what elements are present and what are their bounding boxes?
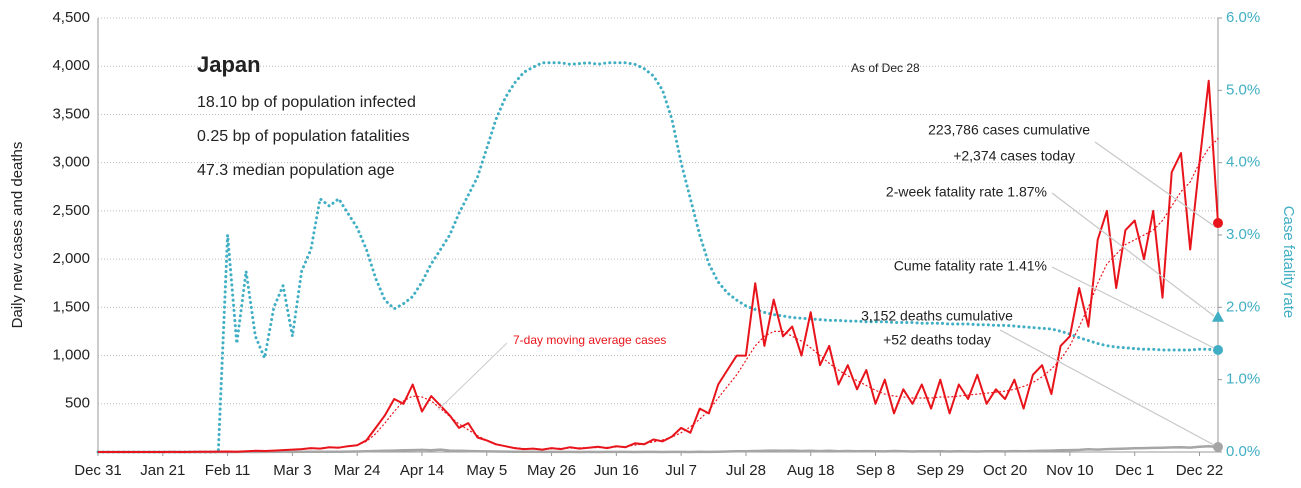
- callout-line: [999, 329, 1215, 446]
- x-tick-label: May 26: [527, 462, 576, 479]
- series-line: [96, 61, 1220, 454]
- x-tick-label: Jul 28: [726, 462, 766, 479]
- y2-axis-label: Case fatality rate: [1280, 206, 1297, 319]
- y2-tick-label: 5.0%: [1226, 81, 1260, 98]
- y-tick-label: 2,500: [52, 202, 90, 219]
- plot: 500 1,000 1,500 2,000 2,500 3,000 3,500 4,000 4,…: [52, 9, 1260, 479]
- series-line: [98, 444, 1219, 454]
- x-tick-label: Aug 18: [787, 462, 835, 479]
- x-tick-label: Jul 7: [665, 462, 697, 479]
- end-marker: [1213, 218, 1223, 229]
- end-marker: [1213, 441, 1223, 452]
- avg-label: 7-day moving average cases: [513, 333, 666, 347]
- y2-tick-label: 2.0%: [1226, 298, 1260, 315]
- x-tick-label: Nov 10: [1046, 462, 1094, 479]
- x-tick-label: Feb 11: [205, 462, 251, 479]
- y-axis-label: Daily new cases and deaths: [9, 142, 26, 329]
- x-tick-label: May 5: [466, 462, 507, 479]
- series-line: [98, 79, 1219, 453]
- leader-line: [437, 342, 508, 411]
- y-tick-label: 3,000: [52, 154, 90, 171]
- x-tick-label: Sep 8: [856, 462, 895, 479]
- callout-line: [1051, 192, 1215, 317]
- x-tick-label: Mar 24: [334, 462, 381, 479]
- x-tick-label: Oct 20: [983, 462, 1027, 479]
- x-tick-label: Dec 1: [1115, 462, 1154, 479]
- callout-lines: [999, 141, 1215, 446]
- y-tick-label: 500: [65, 395, 90, 412]
- y-tick-label: 2,000: [52, 250, 90, 267]
- y2-tick-label: 6.0%: [1226, 9, 1260, 26]
- callout: 3,152 deaths cumulative: [861, 308, 1013, 324]
- y-tick-label: 3,500: [52, 105, 90, 122]
- x-tick-label: Dec 22: [1176, 462, 1224, 479]
- callout: +52 deaths today: [883, 332, 991, 348]
- y-tick-label: 4,500: [52, 9, 90, 26]
- as-of: As of Dec 28: [851, 61, 920, 75]
- callout-line: [1051, 266, 1215, 349]
- end-marker: [1213, 345, 1223, 356]
- x-tick-label: Jan 21: [140, 462, 185, 479]
- x-tick-label: Apr 14: [400, 462, 444, 479]
- callout: 2-week fatality rate 1.87%: [886, 184, 1047, 200]
- x-tick-label: Jun 16: [594, 462, 639, 479]
- callout: 223,786 cases cumulative: [928, 122, 1090, 138]
- country-title: Japan: [197, 52, 261, 77]
- info-line: 47.3 median population age: [197, 162, 395, 179]
- callout-line: [1094, 141, 1215, 227]
- callout: +2,374 cases today: [953, 148, 1075, 164]
- series-line: [97, 138, 1219, 453]
- y-tick-label: 4,000: [52, 57, 90, 74]
- two-week-marker: [1212, 310, 1224, 322]
- info-line: 18.10 bp of population infected: [197, 94, 416, 111]
- y2-tick-label: 3.0%: [1226, 226, 1260, 243]
- info-line: 0.25 bp of population fatalities: [197, 128, 410, 145]
- y2-tick-label: 0.0%: [1226, 443, 1260, 460]
- callout: Cume fatality rate 1.41%: [894, 258, 1047, 274]
- x-tick-label: Mar 3: [273, 462, 311, 479]
- y2-tick-label: 4.0%: [1226, 154, 1260, 171]
- y-tick-label: 1,500: [52, 298, 90, 315]
- x-tick-label: Dec 31: [74, 462, 122, 479]
- y-tick-label: 1,000: [52, 347, 90, 364]
- y2-tick-label: 1.0%: [1226, 371, 1260, 388]
- x-tick-label: Sep 29: [917, 462, 965, 479]
